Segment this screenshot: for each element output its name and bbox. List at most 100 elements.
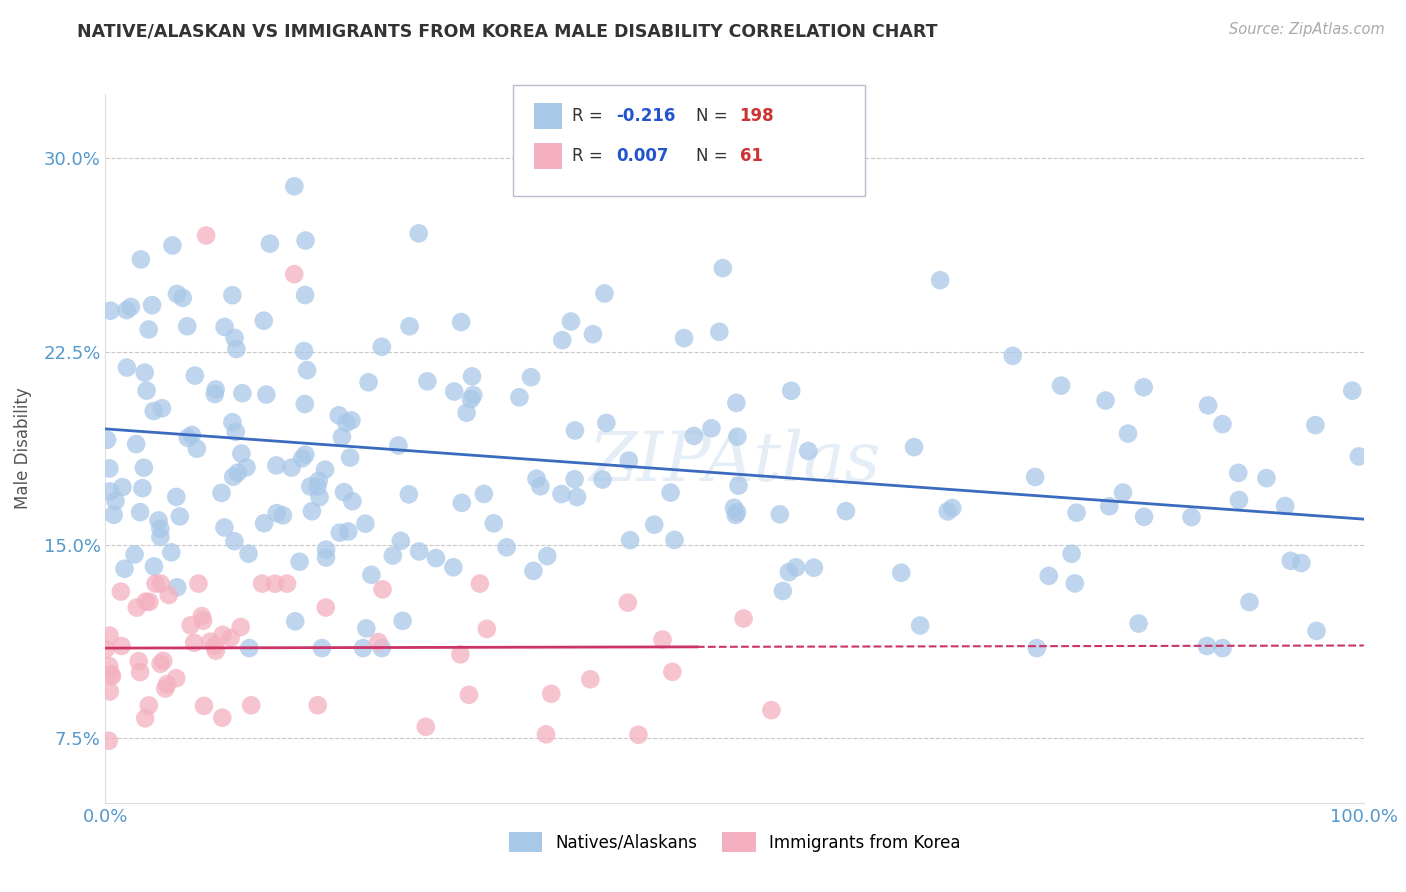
Point xyxy=(391,614,413,628)
Point xyxy=(408,227,430,241)
Point xyxy=(1133,509,1156,524)
Point xyxy=(551,333,574,347)
Point xyxy=(180,618,202,632)
Point xyxy=(903,440,925,454)
Point xyxy=(162,238,184,252)
Point xyxy=(135,384,157,398)
Point xyxy=(1094,393,1116,408)
Point xyxy=(229,620,252,634)
Point xyxy=(134,366,156,380)
Point xyxy=(941,501,963,516)
Point xyxy=(1038,569,1060,583)
Point xyxy=(276,576,298,591)
Point xyxy=(254,387,277,401)
Point xyxy=(661,665,683,679)
Point xyxy=(235,460,257,475)
Point xyxy=(772,584,794,599)
Point xyxy=(141,298,163,312)
Point xyxy=(283,267,305,281)
Point xyxy=(145,576,167,591)
Point xyxy=(138,698,160,713)
Point xyxy=(224,534,246,549)
Point xyxy=(723,500,745,515)
Point xyxy=(627,728,650,742)
Point xyxy=(96,433,118,447)
Point xyxy=(449,648,471,662)
Point xyxy=(283,179,305,194)
Point xyxy=(211,486,233,500)
Point xyxy=(148,513,170,527)
Point xyxy=(180,428,202,442)
Point xyxy=(450,315,472,329)
Point xyxy=(101,669,124,683)
Point xyxy=(301,504,323,518)
Point xyxy=(340,413,363,427)
Legend: Natives/Alaskans, Immigrants from Korea: Natives/Alaskans, Immigrants from Korea xyxy=(502,826,967,858)
Point xyxy=(456,406,478,420)
Point xyxy=(152,654,174,668)
Point xyxy=(579,673,602,687)
Text: 198: 198 xyxy=(740,107,775,125)
Point xyxy=(522,564,544,578)
Point xyxy=(460,392,482,406)
Point xyxy=(550,487,572,501)
Point xyxy=(226,466,249,480)
Point xyxy=(307,480,329,494)
Point xyxy=(1274,499,1296,513)
Text: ZIPAtlas: ZIPAtlas xyxy=(589,429,880,496)
Point xyxy=(225,342,247,356)
Point xyxy=(520,370,543,384)
Point xyxy=(149,530,172,544)
Text: R =: R = xyxy=(572,147,609,165)
Point xyxy=(294,288,316,302)
Point xyxy=(733,611,755,625)
Point xyxy=(195,228,218,243)
Point xyxy=(711,261,734,276)
Point xyxy=(115,360,138,375)
Point xyxy=(110,639,132,653)
Point xyxy=(1305,624,1327,638)
Point xyxy=(288,555,311,569)
Point xyxy=(416,374,439,388)
Point xyxy=(785,560,807,574)
Point xyxy=(314,463,336,477)
Point xyxy=(1025,641,1047,656)
Point xyxy=(1305,418,1327,433)
Point xyxy=(149,522,172,536)
Point xyxy=(339,450,361,465)
Point xyxy=(592,473,614,487)
Point xyxy=(238,641,260,656)
Point xyxy=(221,415,243,429)
Point xyxy=(131,481,153,495)
Point xyxy=(595,416,617,430)
Point xyxy=(441,560,464,574)
Point xyxy=(769,508,792,522)
Point xyxy=(129,505,152,519)
Point xyxy=(780,384,803,398)
Point xyxy=(193,698,215,713)
Point xyxy=(166,286,188,301)
Point xyxy=(936,504,959,518)
Point xyxy=(240,698,263,713)
Point xyxy=(125,600,148,615)
Point xyxy=(307,698,329,713)
Point xyxy=(425,551,447,566)
Point xyxy=(700,421,723,435)
Point xyxy=(835,504,858,518)
Y-axis label: Male Disability: Male Disability xyxy=(14,387,32,509)
Point xyxy=(253,314,276,328)
Point xyxy=(165,490,187,504)
Point xyxy=(371,340,394,354)
Text: 61: 61 xyxy=(740,147,762,165)
Point xyxy=(271,508,294,523)
Point xyxy=(160,545,183,559)
Point xyxy=(1132,380,1154,394)
Point xyxy=(156,677,179,691)
Point xyxy=(1116,426,1139,441)
Point xyxy=(292,343,315,358)
Point xyxy=(315,600,337,615)
Point xyxy=(138,595,160,609)
Point xyxy=(508,390,530,404)
Point xyxy=(191,614,214,628)
Point xyxy=(619,533,641,548)
